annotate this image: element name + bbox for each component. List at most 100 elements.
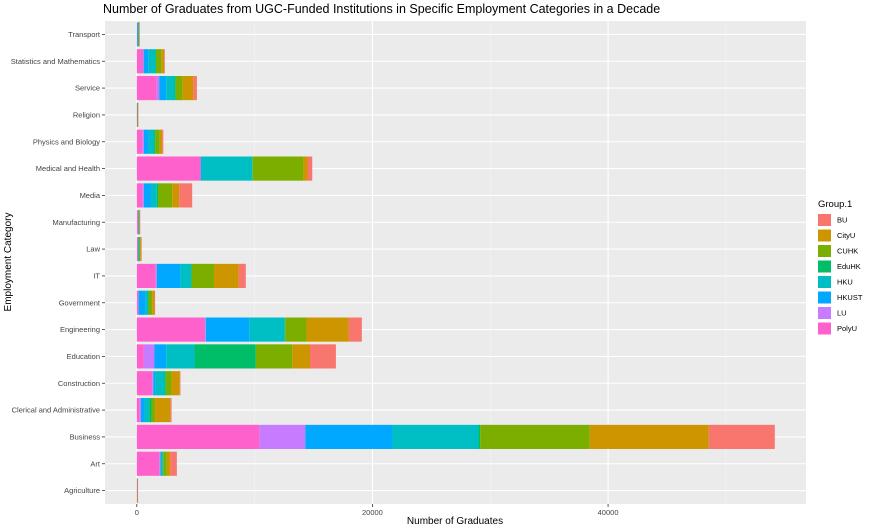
bar-media-cuhk bbox=[158, 183, 173, 208]
y-tick-label-clerical-and-administrative: Clerical and Administrative bbox=[12, 406, 100, 415]
bar-government-cityu bbox=[152, 290, 155, 315]
y-tick-label-transport: Transport bbox=[68, 30, 101, 39]
bar-clerical-and-administrative-eduhk bbox=[149, 398, 152, 423]
bar-art-bu bbox=[170, 451, 177, 476]
x-axis-ticks: 0 20000 40000 bbox=[135, 504, 619, 517]
bar-government-eduhk bbox=[148, 290, 149, 315]
y-tick-label-art: Art bbox=[90, 459, 101, 468]
bar-medical-and-health-hkust bbox=[200, 156, 202, 181]
bar-statistics-and-mathematics-hkust bbox=[143, 49, 149, 74]
x-tick-label-20000: 20000 bbox=[362, 508, 383, 517]
bar-government-hkust bbox=[138, 290, 146, 315]
bar-service-polyu bbox=[136, 76, 157, 101]
bar-education-hku bbox=[166, 344, 195, 369]
bar-it-cuhk bbox=[191, 263, 214, 288]
bar-statistics-and-mathematics-bu bbox=[164, 49, 165, 74]
bar-manufacturing-bu bbox=[139, 210, 141, 235]
bar-physics-and-biology-hkust bbox=[143, 129, 149, 154]
bar-medical-and-health-cityu bbox=[303, 156, 308, 181]
legend-swatch-bu bbox=[818, 214, 831, 226]
bar-construction-eduhk bbox=[164, 371, 166, 396]
bar-construction-lu bbox=[152, 371, 154, 396]
bar-service-hku bbox=[166, 76, 175, 101]
bar-service-eduhk bbox=[174, 76, 176, 101]
bar-engineering-hku bbox=[249, 317, 285, 342]
y-axis-ticks: Agriculture Art Business Clerical and Admin… bbox=[11, 30, 105, 495]
bar-law-cuhk bbox=[139, 237, 141, 262]
bar-service-hkust bbox=[159, 76, 167, 101]
bar-engineering-polyu bbox=[136, 317, 206, 342]
bar-transport-hku bbox=[137, 22, 139, 47]
bar-manufacturing-polyu bbox=[136, 210, 138, 235]
bar-manufacturing-lu bbox=[137, 210, 139, 235]
bar-law-hku bbox=[138, 237, 139, 262]
bar-education-hkust bbox=[154, 344, 167, 369]
bar-government-lu bbox=[137, 290, 139, 315]
bar-it-lu bbox=[155, 263, 157, 288]
y-tick-label-manufacturing: Manufacturing bbox=[52, 218, 100, 227]
bar-physics-and-biology-lu bbox=[142, 129, 144, 154]
bar-construction-hku bbox=[155, 371, 165, 396]
bar-service-cuhk bbox=[175, 76, 183, 101]
legend-swatch-eduhk bbox=[818, 260, 831, 273]
bar-media-lu bbox=[142, 183, 144, 208]
bar-it-eduhk bbox=[191, 263, 192, 288]
bar-statistics-and-mathematics-cuhk bbox=[156, 49, 162, 74]
legend-label-eduhk: EduHK bbox=[837, 262, 861, 271]
bar-statistics-and-mathematics-lu bbox=[143, 49, 144, 74]
bar-education-cityu bbox=[292, 344, 310, 369]
y-tick-label-agriculture: Agriculture bbox=[64, 486, 100, 495]
y-tick-label-physics-and-biology: Physics and Biology bbox=[33, 137, 100, 146]
bar-physics-and-biology-polyu bbox=[136, 129, 143, 154]
bar-medical-and-health-lu bbox=[200, 156, 202, 181]
legend-swatch-cuhk bbox=[818, 245, 831, 257]
bar-education-lu bbox=[143, 344, 155, 369]
bar-art-cuhk bbox=[163, 451, 167, 476]
bar-business-bu bbox=[708, 424, 775, 449]
legend-swatch-lu bbox=[818, 307, 831, 319]
bar-business-cityu bbox=[589, 424, 709, 449]
bar-art-hku bbox=[160, 451, 163, 476]
y-tick-label-government: Government bbox=[59, 298, 101, 307]
bar-education-eduhk bbox=[194, 344, 256, 369]
bar-business-lu bbox=[259, 424, 306, 449]
x-tick-label-0: 0 bbox=[135, 508, 139, 517]
bar-it-polyu bbox=[136, 263, 156, 288]
bar-physics-and-biology-hku bbox=[148, 129, 155, 154]
bar-business-polyu bbox=[136, 424, 260, 449]
legend-label-lu: LU bbox=[837, 309, 847, 318]
bar-construction-bu bbox=[179, 371, 181, 396]
y-tick-label-law: Law bbox=[86, 245, 100, 254]
bar-medical-and-health-cuhk bbox=[252, 156, 304, 181]
y-tick-label-media: Media bbox=[80, 191, 101, 200]
bar-statistics-and-mathematics-polyu bbox=[136, 49, 144, 74]
bar-media-bu bbox=[179, 183, 193, 208]
bar-art-polyu bbox=[136, 451, 160, 476]
bar-engineering-cuhk bbox=[285, 317, 307, 342]
bar-medical-and-health-hku bbox=[201, 156, 253, 181]
y-tick-label-statistics-and-mathematics: Statistics and Mathematics bbox=[11, 57, 100, 66]
bar-business-hkust bbox=[305, 424, 393, 449]
bar-physics-and-biology-bu bbox=[162, 129, 164, 154]
bar-business-cuhk bbox=[480, 424, 590, 449]
legend-label-cityu: CityU bbox=[837, 231, 855, 240]
bar-construction-polyu bbox=[136, 371, 153, 396]
bar-art-hkust bbox=[160, 451, 161, 476]
bar-government-cuhk bbox=[148, 290, 153, 315]
bar-physics-and-biology-cuhk bbox=[155, 129, 160, 154]
y-tick-label-religion: Religion bbox=[73, 111, 100, 120]
bar-clerical-and-administrative-hku bbox=[144, 398, 150, 423]
bar-service-cityu bbox=[182, 76, 194, 101]
bar-statistics-and-mathematics-eduhk bbox=[155, 49, 157, 74]
bar-construction-hkust bbox=[153, 371, 156, 396]
bar-construction-cuhk bbox=[165, 371, 172, 396]
bar-government-hku bbox=[145, 290, 149, 315]
bar-engineering-lu bbox=[205, 317, 206, 342]
bar-education-cuhk bbox=[255, 344, 293, 369]
bar-engineering-hkust bbox=[205, 317, 250, 342]
legend-swatch-hkust bbox=[818, 291, 831, 304]
y-tick-label-engineering: Engineering bbox=[60, 325, 100, 334]
bar-statistics-and-mathematics-hku bbox=[148, 49, 156, 74]
chart-title: Number of Graduates from UGC-Funded Inst… bbox=[103, 2, 660, 16]
bar-engineering-bu bbox=[348, 317, 362, 342]
